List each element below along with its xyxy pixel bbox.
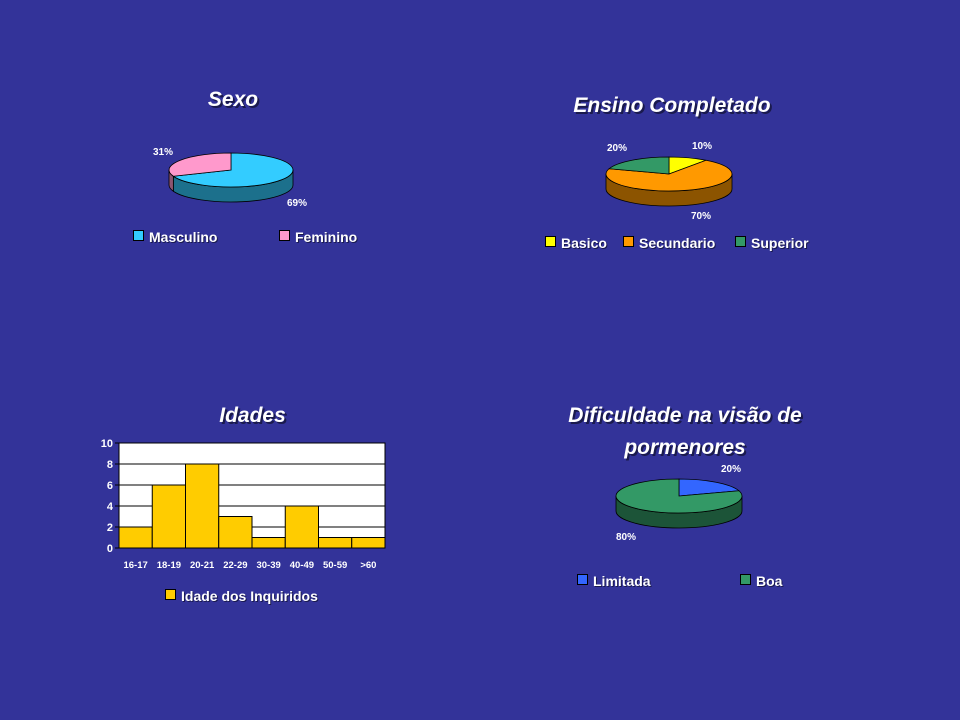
ensino-slice-superior (608, 156, 670, 175)
legend-item-limitada: Limitada (577, 573, 651, 589)
legend-label-idade: Idade dos Inquiridos (181, 588, 318, 604)
legend-swatch-limitada (577, 574, 588, 585)
legend-label-feminino: Feminino (295, 229, 358, 245)
dificuldade-label-limitada: 20% (721, 464, 742, 475)
idades-xtick-label: >60 (360, 560, 376, 571)
idades-ytick-label: 4 (107, 501, 114, 513)
ensino-label-secundario: 70% (691, 211, 712, 222)
idades-xtick-label: 40-49 (290, 560, 314, 571)
idades-bar-2 (185, 463, 220, 549)
sexo-slice-masculino (172, 152, 294, 188)
idades-bar-5 (284, 505, 319, 549)
chart-ensino-legend: Basico Secundario Superior (545, 235, 825, 253)
legend-swatch-feminino (279, 230, 290, 241)
idades-ytick-label: 2 (107, 522, 113, 534)
legend-swatch-secundario (623, 236, 634, 247)
legend-item-boa: Boa (740, 573, 782, 589)
ensino-slice-secundario (605, 159, 733, 192)
legend-label-secundario: Secundario (639, 235, 716, 251)
legend-swatch-basico (545, 236, 556, 247)
legend-item-idade: Idade dos Inquiridos (165, 588, 318, 604)
legend-label-boa: Boa (756, 573, 783, 589)
idades-xtick-label: 20-21 (190, 560, 215, 571)
idades-bar-3 (218, 516, 253, 549)
legend-swatch-idade (165, 589, 176, 600)
idades-ytick-label: 6 (107, 480, 113, 492)
legend-item-superior: Superior (735, 235, 809, 251)
idades-bar-1 (151, 484, 186, 549)
chart-dificuldade-legend: Limitada Boa (577, 573, 797, 591)
legend-swatch-masculino (133, 230, 144, 241)
idades-ytick-label: 0 (107, 543, 113, 555)
chart-idades-title: Idades (219, 404, 286, 427)
legend-label-limitada: Limitada (593, 573, 651, 589)
dific-slice-boa (615, 478, 743, 514)
legend-item-secundario: Secundario (623, 235, 715, 251)
legend-label-superior: Superior (751, 235, 809, 251)
ensino-label-superior: 20% (607, 143, 628, 154)
chart-sexo-title: Sexo (207, 88, 259, 111)
idades-xtick-label: 16-17 (123, 560, 147, 571)
legend-label-basico: Basico (561, 235, 607, 251)
legend-label-masculino: Masculino (149, 229, 218, 245)
chart-dificuldade-title-line1: Dificuldade na visão de (568, 404, 802, 427)
legend-swatch-superior (735, 236, 746, 247)
legend-item-feminino: Feminino (279, 229, 357, 245)
legend-item-basico: Basico (545, 235, 607, 251)
chart-idades-legend: Idade dos Inquiridos (165, 588, 365, 606)
idades-ytick-label: 10 (101, 438, 113, 450)
chart-dificuldade-title-line2: pormenores (624, 436, 746, 459)
sexo-slice-feminino (168, 152, 232, 177)
dificuldade-label-boa: 80% (616, 532, 637, 543)
idades-xtick-label: 18-19 (157, 560, 181, 571)
idades-xtick-label: 22-29 (223, 560, 247, 571)
idades-ytick-label: 8 (107, 459, 113, 471)
sexo-label-masculino: 69% (287, 198, 308, 209)
idades-xtick-label: 30-39 (256, 560, 280, 571)
sexo-label-feminino: 31% (153, 147, 174, 158)
chart-sexo-legend: Masculino Feminino (133, 229, 373, 247)
chart-ensino-title: Ensino Completado (573, 94, 771, 117)
legend-swatch-boa (740, 574, 751, 585)
legend-item-masculino: Masculino (133, 229, 217, 245)
ensino-label-basico: 10% (692, 141, 713, 152)
idades-bar-7 (351, 537, 386, 549)
idades-xtick-label: 50-59 (323, 560, 347, 571)
